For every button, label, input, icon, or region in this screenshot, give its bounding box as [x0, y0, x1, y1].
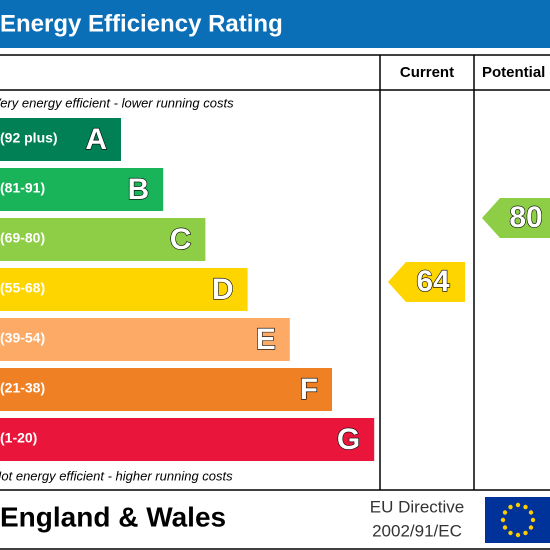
band-range: (1-20) [0, 430, 37, 446]
eu-star [523, 504, 528, 510]
current-arrow [388, 262, 465, 302]
current-value: 64 [416, 265, 450, 298]
eu-stars [500, 502, 536, 538]
bottom-note: Not energy efficient - higher running co… [0, 468, 233, 483]
potential-value: 80 [509, 201, 542, 234]
band-range: (81-91) [0, 180, 45, 196]
band-bar [0, 168, 164, 211]
title: Energy Efficiency Rating [0, 10, 283, 37]
band-letter: B [128, 173, 150, 206]
band-bar [0, 118, 121, 161]
directive: EU Directive [370, 497, 464, 516]
band-range: (39-54) [0, 330, 45, 346]
potential-header: Potential [482, 64, 545, 81]
band-letter: C [170, 223, 192, 256]
eu-star [508, 530, 513, 536]
region: England & Wales [0, 501, 226, 532]
eu-star [508, 504, 513, 510]
band-bar [0, 418, 375, 461]
band-bar [0, 318, 290, 361]
eu-star [523, 530, 528, 536]
current-header: Current [400, 64, 454, 81]
eu-star [502, 510, 508, 515]
eu-star [528, 525, 534, 530]
band-bar [0, 268, 248, 311]
band-letter: F [300, 373, 318, 406]
band-range: (92 plus) [0, 130, 58, 146]
eu-star [515, 502, 521, 508]
frame [0, 54, 550, 550]
eu-star [528, 510, 534, 515]
eu-star [515, 532, 521, 538]
band-range: (21-38) [0, 380, 45, 396]
top-note: Very energy efficient - lower running co… [0, 95, 234, 110]
band-bar [0, 368, 332, 411]
band-range: (69-80) [0, 230, 45, 246]
band-letter: E [256, 323, 276, 356]
eu-star [530, 517, 536, 523]
directive-number: 2002/91/EC [372, 521, 462, 540]
band-letter: A [85, 123, 107, 156]
eu-star [502, 525, 508, 530]
title-bar [0, 0, 550, 48]
band-range: (55-68) [0, 280, 45, 296]
band-letter: G [337, 423, 360, 456]
band-letter: D [212, 273, 234, 306]
band-bar [0, 218, 206, 261]
potential-arrow [482, 198, 550, 238]
eu-star [500, 517, 506, 523]
